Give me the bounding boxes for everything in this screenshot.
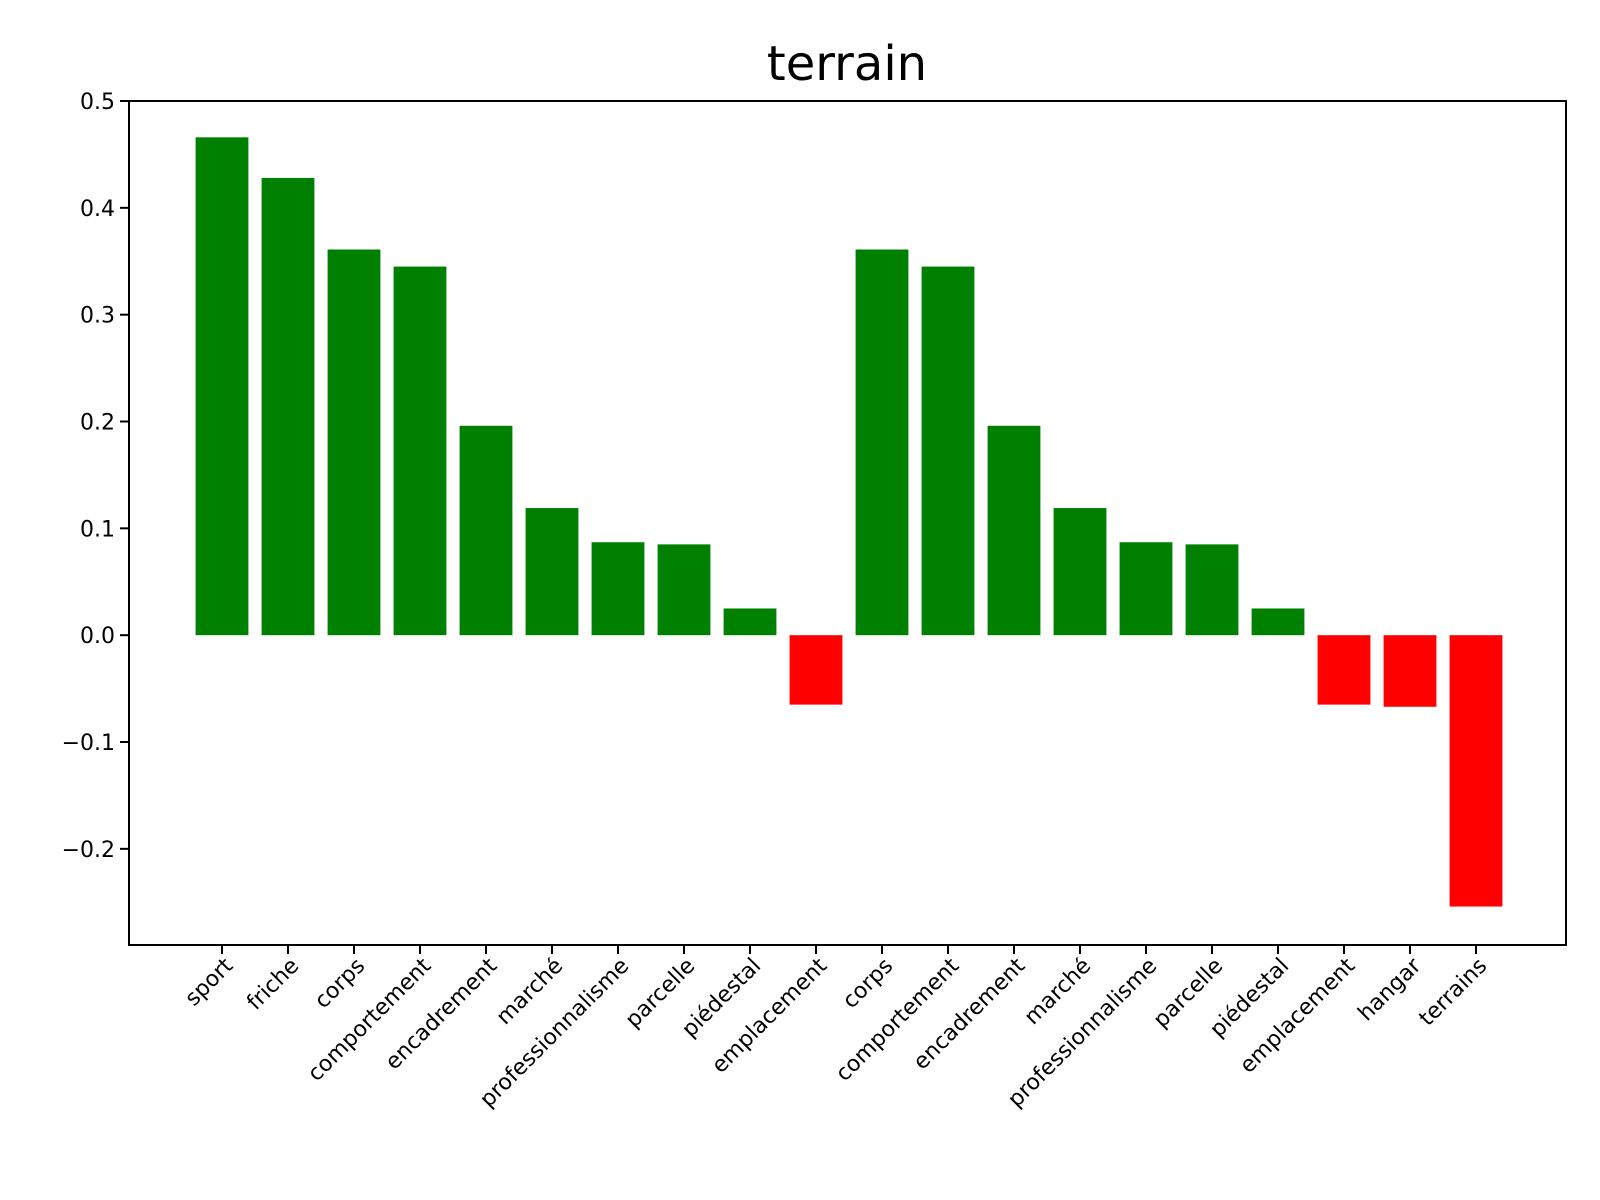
bar-18 xyxy=(1317,635,1371,705)
bar-7 xyxy=(591,542,645,636)
x-tick-label: encadrement xyxy=(381,953,503,1075)
x-tick-label: emplacement xyxy=(707,953,832,1078)
bar-9 xyxy=(723,608,777,636)
bar-13 xyxy=(987,425,1041,636)
bar-4 xyxy=(393,266,447,636)
chart-title: terrain xyxy=(767,36,927,92)
bar-19 xyxy=(1383,635,1437,707)
bar-1 xyxy=(195,137,249,636)
bar-3 xyxy=(327,249,381,636)
bar-16 xyxy=(1185,544,1239,636)
bar-8 xyxy=(657,544,711,636)
bars-group xyxy=(195,137,1503,907)
y-tick-label: −0.2 xyxy=(62,838,115,863)
bar-14 xyxy=(1053,508,1107,636)
bar-11 xyxy=(855,249,909,636)
bar-12 xyxy=(921,266,975,636)
x-tick-label: emplacement xyxy=(1235,953,1360,1078)
y-tick-label: 0.2 xyxy=(80,411,115,436)
y-tick-label: 0.0 xyxy=(80,624,115,649)
bar-17 xyxy=(1251,608,1305,636)
bar-5 xyxy=(459,425,513,636)
bar-6 xyxy=(525,508,579,636)
x-tick-label: sport xyxy=(181,953,239,1011)
x-tick-label: friche xyxy=(242,954,304,1016)
x-tick-label: terrains xyxy=(1415,954,1493,1032)
plot-frame xyxy=(128,100,1567,946)
y-tick-label: −0.1 xyxy=(62,731,115,756)
x-tick-label: encadrement xyxy=(909,953,1031,1075)
x-axis: sport friche corpscomportementencadrementm… xyxy=(181,945,1493,1113)
y-tick-label: 0.4 xyxy=(80,197,115,222)
x-tick-label: corps xyxy=(838,954,898,1014)
y-tick-label: 0.5 xyxy=(80,90,115,115)
x-tick-label: comportement xyxy=(831,953,964,1086)
bar-15 xyxy=(1119,542,1173,636)
x-tick-label: corps xyxy=(310,954,370,1014)
bar-10 xyxy=(789,635,843,705)
bar-20 xyxy=(1449,635,1503,907)
y-axis: −0.2 −0.1 0.0 0.1 0.2 0.3 0.4 0.5 xyxy=(62,90,129,863)
x-tick-label: comportement xyxy=(303,953,436,1086)
y-tick-label: 0.3 xyxy=(80,304,115,329)
y-tick-label: 0.1 xyxy=(80,517,115,542)
bar-2 xyxy=(261,177,315,636)
